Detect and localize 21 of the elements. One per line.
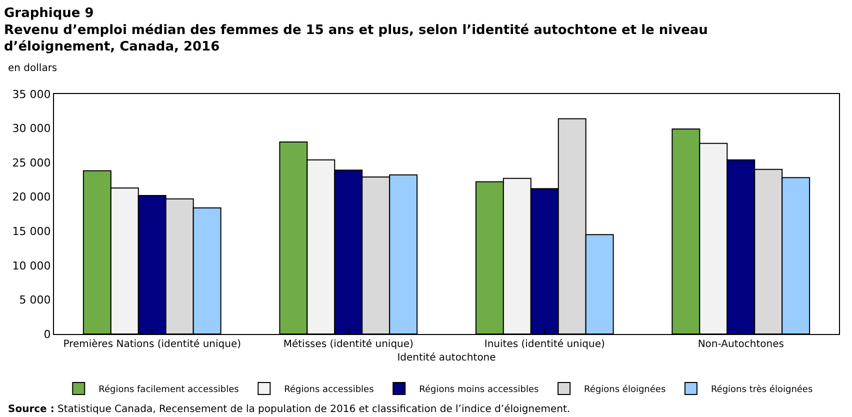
legend-label: Régions facilement accessibles [98,384,240,396]
chart-title: Graphique 9 Revenu d’emploi médian des femmes de 15 ans et plus, selon l’identité autochtone et le niveau d’éloignement, Canada, 2016 [4,6,708,55]
legend-label: Régions éloignées [584,384,666,396]
legend-label: Régions moins accessibles [419,384,540,396]
y-tick-label: 10 000 [12,259,51,272]
y-tick-label: 20 000 [12,190,51,204]
y-tick-label: 35 000 [12,88,51,101]
x-tick-label: Inuites (identité unique) [484,339,605,350]
x-tick-label: Non-Autochtones [698,339,784,350]
x-axis-title: Identité autochtone [397,352,496,364]
y-tick-label: 15 000 [12,224,51,238]
y-tick-label: 25 000 [12,156,51,170]
y-tick-label: 30 000 [12,122,51,136]
legend-label: Régions très éloignées [710,384,813,396]
x-tick-label: Premières Nations (identité unique) [63,339,242,350]
legend-label: Régions accessibles [284,384,374,396]
source-note: Source : Statistique Canada, Recensement de la population de 2016 et classification de l’indice d’éloignement. [8,404,570,415]
y-tick-label: 0 [44,328,51,341]
x-tick-label: Métisses (identité unique) [283,339,414,350]
y-axis-title: en dollars [8,63,58,74]
y-tick-label: 5 000 [19,294,51,307]
